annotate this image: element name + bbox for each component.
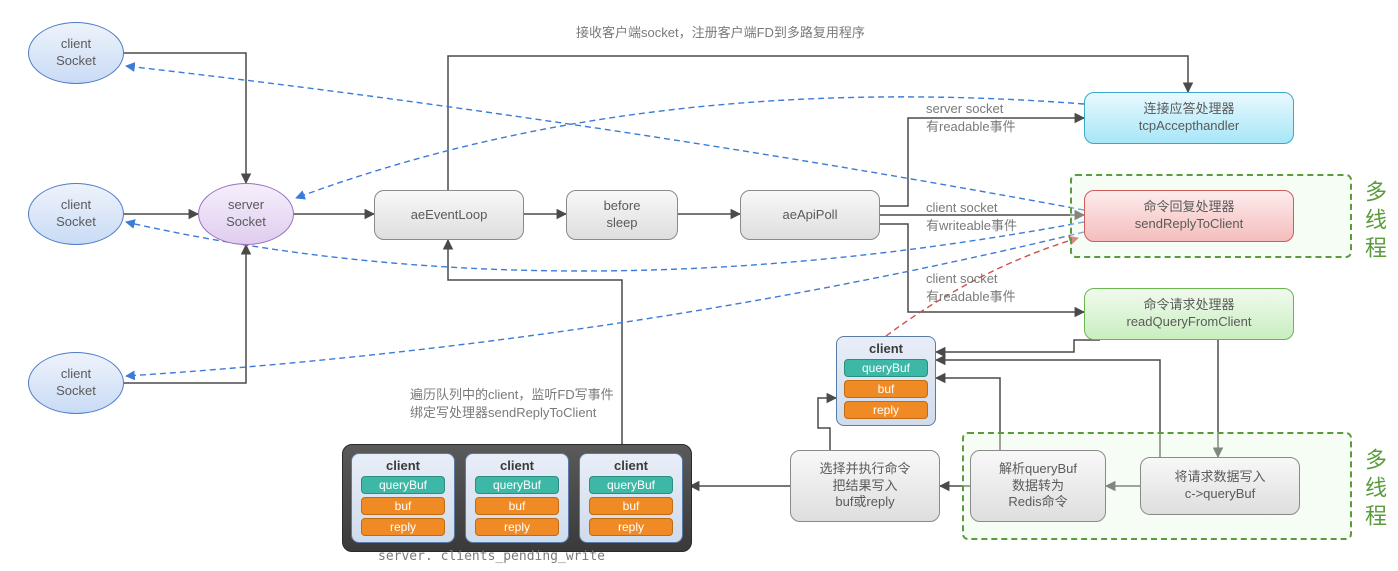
edge-label-client-writeable: client socket 有writeable事件 [926, 199, 1017, 234]
queue-client-3-buf: buf [589, 497, 673, 515]
client-socket-3: client Socket [28, 352, 124, 414]
client-field-querybuf: queryBuf [844, 359, 928, 377]
queue-client-1-buf: buf [361, 497, 445, 515]
client-field-reply: reply [844, 401, 928, 419]
client-struct: client queryBuf buf reply [836, 336, 936, 426]
queue-label: server. clients_pending_write [378, 548, 605, 566]
send-reply-to-client: 命令回复处理器 sendReplyToClient [1084, 190, 1294, 242]
before-sleep: before sleep [566, 190, 678, 240]
server-socket: server Socket [198, 183, 294, 245]
queue-client-2-reply: reply [475, 518, 559, 536]
queue-client-3: client queryBuf buf reply [579, 453, 683, 543]
read-query-from-client: 命令请求处理器 readQueryFromClient [1084, 288, 1294, 340]
clients-pending-write-queue: client queryBuf buf reply client queryBu… [342, 444, 692, 552]
exec-command: 选择并执行命令 把结果写入 buf或reply [790, 450, 940, 522]
mt-zone-2-label: 多线程 [1358, 448, 1390, 532]
queue-client-2: client queryBuf buf reply [465, 453, 569, 543]
edge-label-client-readable: client socket 有readable事件 [926, 270, 1016, 305]
queue-client-2-buf: buf [475, 497, 559, 515]
parse-querybuf: 解析queryBuf 数据转为 Redis命令 [970, 450, 1106, 522]
edge-label-server-readable: server socket 有readable事件 [926, 100, 1016, 135]
mt-zone-1-label: 多线程 [1358, 180, 1390, 264]
client-field-buf: buf [844, 380, 928, 398]
queue-client-3-header: client [614, 458, 648, 473]
queue-client-1: client queryBuf buf reply [351, 453, 455, 543]
top-edge-label: 接收客户端socket，注册客户端FD到多路复用程序 [576, 24, 865, 42]
queue-client-1-reply: reply [361, 518, 445, 536]
write-querybuf: 将请求数据写入 c->queryBuf [1140, 457, 1300, 515]
client-struct-header: client [869, 341, 903, 356]
queue-client-3-reply: reply [589, 518, 673, 536]
queue-client-2-header: client [500, 458, 534, 473]
ae-event-loop: aeEventLoop [374, 190, 524, 240]
queue-client-3-querybuf: queryBuf [589, 476, 673, 494]
tcp-accept-handler: 连接应答处理器 tcpAccepthandler [1084, 92, 1294, 144]
queue-client-2-querybuf: queryBuf [475, 476, 559, 494]
client-socket-1: client Socket [28, 22, 124, 84]
ae-api-poll: aeApiPoll [740, 190, 880, 240]
mid-loop-label: 遍历队列中的client，监听FD写事件 绑定写处理器sendReplyToCl… [410, 386, 614, 421]
queue-client-1-querybuf: queryBuf [361, 476, 445, 494]
queue-client-1-header: client [386, 458, 420, 473]
client-socket-2: client Socket [28, 183, 124, 245]
diagram-canvas: 多线程 多线程 client Socket client Socket clie… [0, 0, 1398, 571]
